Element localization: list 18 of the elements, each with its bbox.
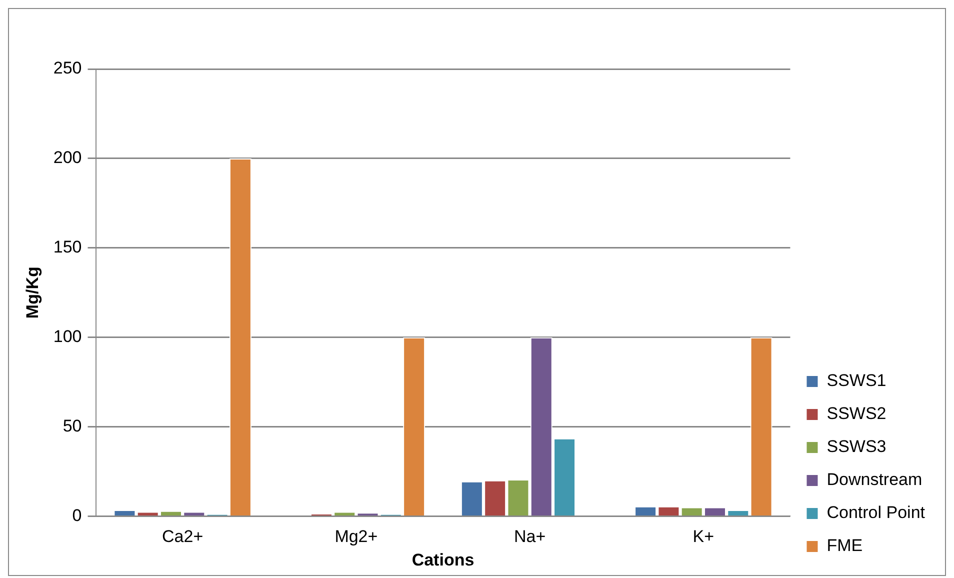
x-tick-label: Mg2+ [334, 527, 378, 546]
x-tick-label: K+ [692, 527, 714, 546]
y-tick-label: 150 [53, 238, 82, 257]
y-tick-label: 100 [53, 327, 82, 346]
legend-label: SSWS3 [826, 437, 886, 456]
legend-label: SSWS2 [826, 404, 886, 424]
legend-label: Downstream [826, 470, 922, 490]
y-tick-label: 200 [53, 148, 82, 168]
y-axis-title: Mg/Kg [22, 266, 42, 319]
y-tick-label: 250 [53, 58, 82, 78]
x-tick-label: Ca2+ [162, 527, 204, 546]
x-axis-title: Cations [412, 550, 474, 570]
y-tick-label: 0 [72, 506, 82, 525]
y-tick-label: 50 [62, 416, 82, 436]
x-tick-label: Na+ [514, 527, 546, 546]
legend-label: FME [826, 536, 863, 556]
legend-label: Control Point [826, 503, 926, 522]
legend-label: SSWS1 [826, 371, 886, 390]
